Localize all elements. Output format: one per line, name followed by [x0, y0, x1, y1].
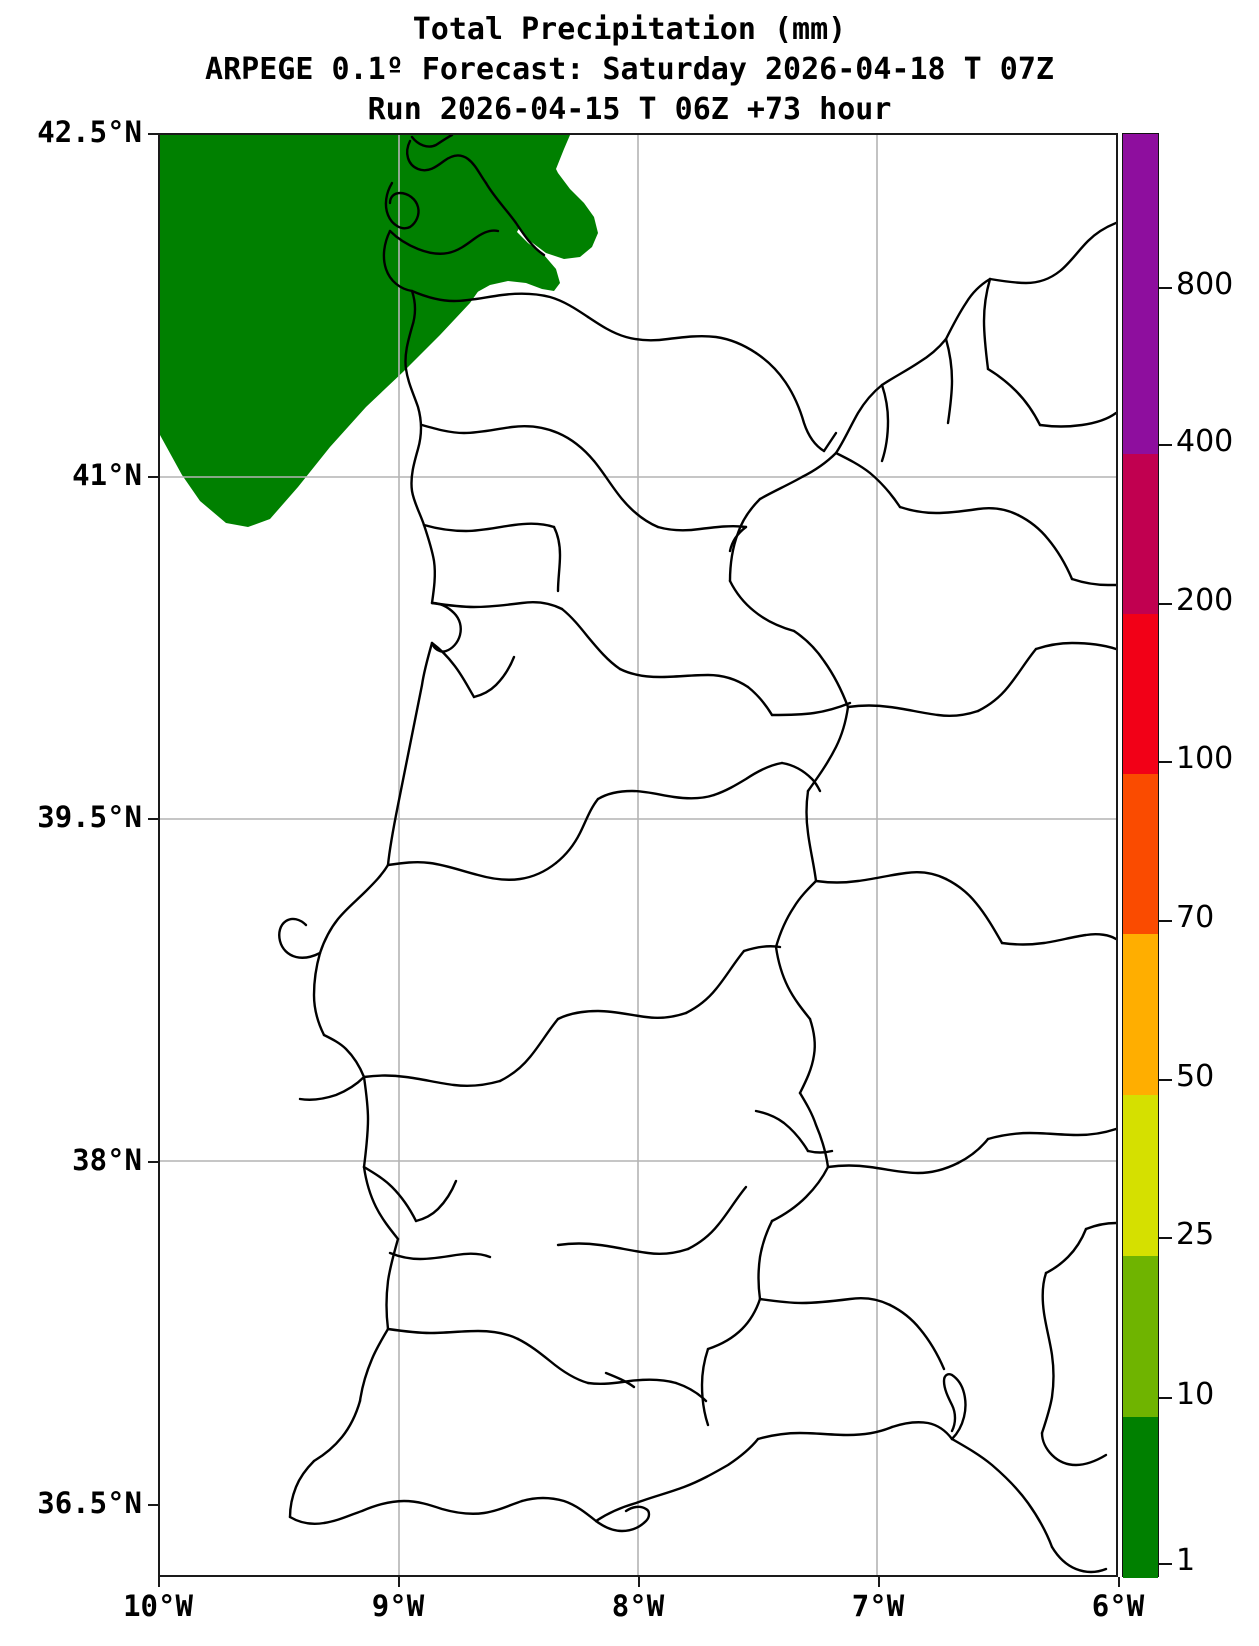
colorbar-tickmark — [1159, 1237, 1172, 1239]
x-tick-label: 7°W — [851, 1589, 905, 1623]
x-tick-label: 8°W — [611, 1589, 665, 1623]
colorbar-tick-label: 100 — [1176, 741, 1234, 776]
colorbar-tick-label: 10 — [1176, 1377, 1215, 1412]
y-tick-label: 39.5°N — [37, 800, 142, 834]
colorbar-tickmark — [1159, 444, 1172, 446]
y-tick-label: 41°N — [72, 458, 142, 492]
colorbar-tick-label: 50 — [1176, 1059, 1215, 1094]
precip-band-1-10mm-fill — [160, 135, 598, 527]
colorbar-tick-label: 1 — [1176, 1543, 1196, 1578]
y-tickmark — [148, 818, 158, 820]
colorbar-tick-label: 25 — [1176, 1217, 1215, 1252]
y-tick-label: 38°N — [72, 1143, 142, 1177]
colorbar-tick-label: 800 — [1176, 267, 1234, 302]
colorbar-tickmark — [1159, 1563, 1172, 1565]
x-tickmark — [158, 1577, 160, 1587]
figure-title-block: Total Precipitation (mm) ARPEGE 0.1º For… — [0, 0, 1259, 130]
y-tickmark — [148, 476, 158, 478]
x-tick-label: 6°W — [1091, 1589, 1145, 1623]
y-tickmark — [148, 1161, 158, 1163]
map-canvas — [160, 135, 1116, 1575]
colorbar-band-1 — [1123, 1417, 1158, 1578]
figure-subtitle: ARPEGE 0.1º Forecast: Saturday 2026-04-1… — [205, 52, 1054, 87]
y-tick-label: 42.5°N — [37, 115, 142, 149]
coastline-and-borders — [278, 135, 1116, 1574]
map-gridlines — [160, 135, 1116, 1575]
x-tickmark — [878, 1577, 880, 1587]
colorbar-tickmark — [1159, 603, 1172, 605]
colorbar-tick-label: 70 — [1176, 900, 1215, 935]
colorbar-band-400 — [1123, 134, 1158, 454]
colorbar-tickmark — [1159, 920, 1172, 922]
y-tick-label: 36.5°N — [37, 1486, 142, 1520]
y-tickmark — [148, 133, 158, 135]
colorbar-band-25 — [1123, 1095, 1158, 1256]
colorbar-band-10 — [1123, 1256, 1158, 1417]
colorbar-tickmark — [1159, 761, 1172, 763]
colorbar-tick-label: 200 — [1176, 583, 1234, 618]
x-tick-label: 10°W — [123, 1589, 193, 1623]
colorbar-band-200 — [1123, 454, 1158, 614]
colorbar[interactable] — [1122, 133, 1159, 1578]
colorbar-tickmark — [1159, 287, 1172, 289]
colorbar-tick-label: 400 — [1176, 424, 1234, 459]
colorbar-band-50 — [1123, 934, 1158, 1095]
y-tickmark — [148, 1504, 158, 1506]
colorbar-tickmark — [1159, 1397, 1172, 1399]
figure-title: Total Precipitation (mm) — [412, 12, 847, 47]
x-tickmark — [1118, 1577, 1120, 1587]
map-plot-area[interactable] — [158, 133, 1118, 1577]
colorbar-band-70 — [1123, 774, 1158, 934]
colorbar-tickmark — [1159, 1079, 1172, 1081]
figure-subtitle-run: Run 2026-04-15 T 06Z +73 hour — [367, 92, 892, 127]
x-tick-label: 9°W — [371, 1589, 425, 1623]
x-tickmark — [638, 1577, 640, 1587]
x-tickmark — [398, 1577, 400, 1587]
colorbar-band-100 — [1123, 614, 1158, 774]
